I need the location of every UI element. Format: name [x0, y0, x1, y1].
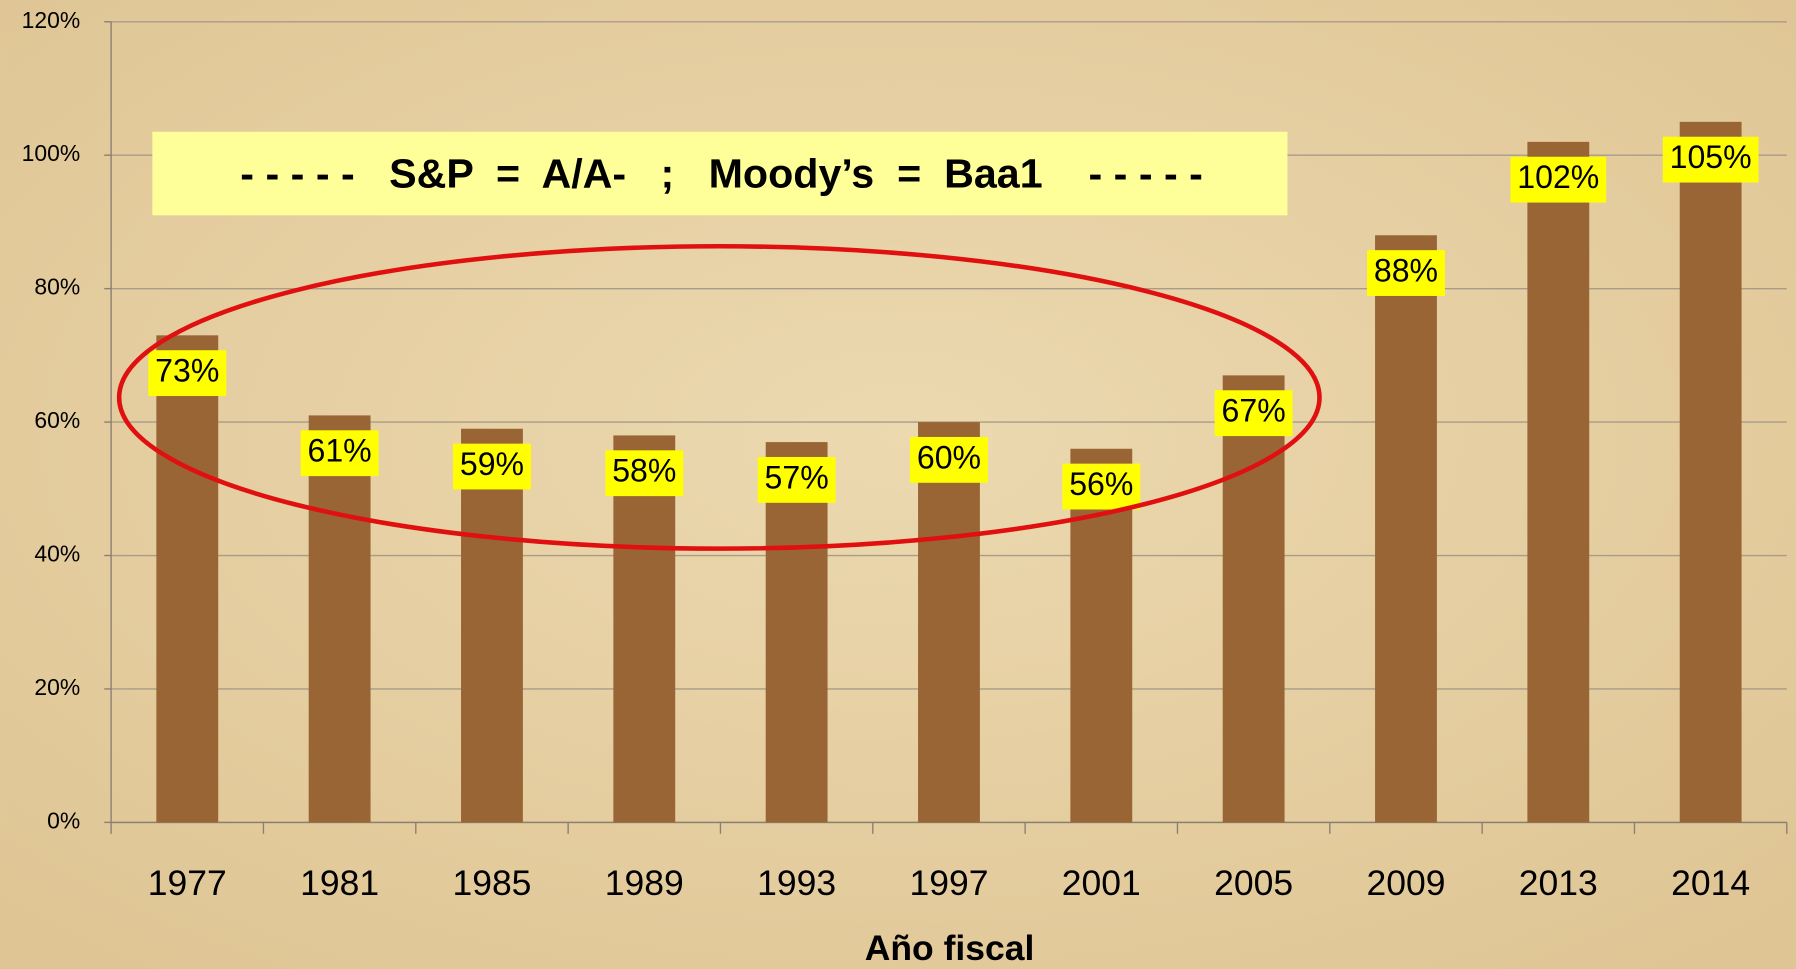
x-tick-label: 1989 [605, 863, 684, 903]
highlight-ellipse [116, 243, 1322, 551]
data-label-box [1510, 156, 1607, 203]
data-label-box [300, 430, 379, 477]
y-tick-label: 40% [34, 541, 80, 567]
plot-area: 0% 20% 40% 60% 80% 100% 120% 1977 1981 1985 1989 19… [22, 7, 1788, 903]
data-label: 67% [1222, 393, 1286, 429]
bar [308, 415, 371, 823]
x-tick-label: 1985 [452, 863, 531, 903]
y-tick-label: 100% [22, 140, 81, 166]
y-tick-label: 120% [22, 7, 81, 33]
data-label: 57% [765, 459, 829, 495]
bar [613, 435, 676, 823]
data-label: 58% [612, 453, 676, 489]
bar [1222, 375, 1285, 823]
data-label-box [1662, 136, 1759, 183]
x-tick-label: 2009 [1366, 863, 1445, 903]
y-tick-label: 20% [34, 674, 80, 700]
bar [1527, 141, 1590, 823]
data-label: 73% [155, 353, 219, 389]
data-label-box [1214, 390, 1293, 437]
data-label-box [1062, 463, 1141, 510]
data-label-box [452, 443, 531, 490]
data-label: 88% [1374, 253, 1438, 289]
y-tick-label: 60% [34, 407, 80, 433]
data-label: 56% [1069, 466, 1133, 502]
data-label-box [910, 436, 988, 483]
bar [461, 428, 523, 823]
annotation-box [152, 131, 1288, 216]
data-label-box [757, 456, 836, 503]
data-label: 61% [308, 433, 372, 469]
data-label: 102% [1517, 159, 1599, 195]
bar [156, 335, 219, 823]
x-tick-label: 2014 [1671, 863, 1750, 903]
bar [1679, 121, 1742, 823]
data-label-box [1367, 250, 1445, 296]
annotation: - - - - - S&P = A/A- ; Moody’s = Baa1 - … [240, 150, 1203, 196]
y-tick-label: 0% [47, 807, 80, 833]
bar [918, 422, 980, 823]
x-tick-label: 1993 [757, 863, 836, 903]
data-label-box [148, 350, 227, 397]
data-label: 105% [1670, 139, 1752, 175]
x-tick-label: 2013 [1519, 863, 1598, 903]
x-tick-label: 1981 [300, 863, 379, 903]
x-tick-label: 1997 [909, 863, 988, 903]
x-tick-label: 2005 [1214, 863, 1293, 903]
x-tick-label: 2001 [1062, 863, 1141, 903]
data-label-box [605, 450, 684, 497]
y-tick-label: 80% [34, 274, 80, 300]
x-axis-label: Año fiscal [865, 928, 1035, 968]
data-label: 60% [917, 439, 981, 475]
bar [765, 442, 828, 823]
bar [1375, 235, 1437, 823]
x-tick-label: 1977 [148, 863, 227, 903]
data-label: 59% [460, 446, 524, 482]
